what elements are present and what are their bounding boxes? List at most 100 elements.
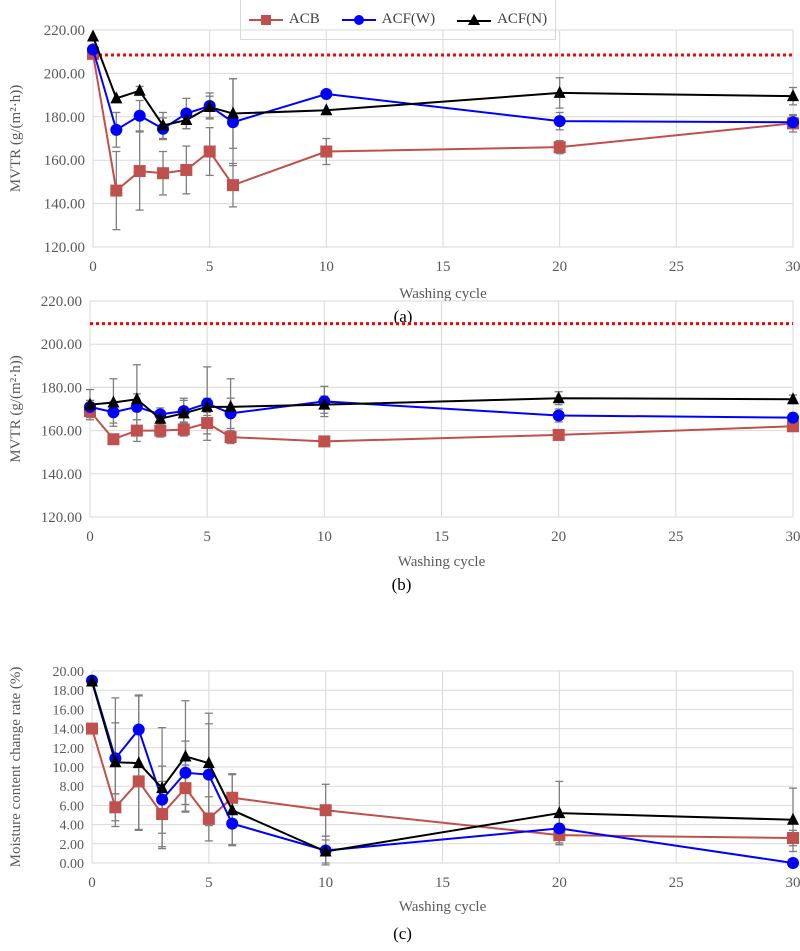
x-tick-label: 5 [203,529,211,545]
data-point [554,86,566,98]
data-point [131,425,143,437]
data-point [318,435,330,447]
data-point [787,412,799,424]
y-axis-label: MVTR (g/(m²·h)) [8,355,24,462]
y-tick-label: 4.00 [60,819,85,834]
x-tick-label: 20 [551,529,566,545]
legend-label: ACF(W) [382,11,435,28]
data-point [133,775,145,787]
x-tick-label: 15 [435,875,450,891]
data-point [201,417,213,429]
data-point [154,425,166,437]
y-tick-label: 20.00 [53,665,85,680]
y-axis-label: MVTR (g/(m²·h)) [8,85,24,192]
y-tick-label: 16.00 [53,703,85,718]
x-tick-label: 30 [786,875,800,891]
x-axis-label: Washing cycle [398,554,486,570]
data-point [179,767,191,779]
y-tick-label: 0.00 [60,857,85,872]
y-tick-label: 140.00 [41,467,82,483]
x-tick-label: 0 [89,259,97,275]
data-point [180,164,192,176]
data-point [107,406,119,418]
data-point [554,141,566,153]
x-tick-label: 25 [668,529,683,545]
x-tick-label: 10 [318,875,333,891]
x-tick-label: 30 [786,259,800,275]
y-tick-label: 120.00 [44,240,85,256]
data-point [110,124,122,136]
data-point [179,749,191,761]
y-tick-label: 14.00 [53,723,85,738]
y-tick-label: 160.00 [41,424,82,440]
y-tick-label: 220.00 [44,23,85,39]
panel-label: (b) [392,575,412,594]
data-point [225,431,237,443]
y-tick-label: 180.00 [44,110,85,126]
x-tick-label: 5 [206,259,214,275]
data-point [157,167,169,179]
y-tick-label: 12.00 [53,742,85,757]
data-point [107,433,119,445]
x-tick-label: 20 [552,875,567,891]
data-point [156,794,168,806]
data-point [131,392,143,404]
data-point [320,88,332,100]
legend-item-acb: ACB [249,11,320,28]
panel-c: 0.00 2.00 4.00 6.00 8.00 10.00 12.00 14.00 16.00… [8,665,800,943]
data-point [86,723,98,735]
y-tick-label: 120.00 [41,510,82,526]
x-tick-label: 5 [205,875,213,891]
y-axis-label: Moisture content change rate (%) [8,667,24,868]
data-point [134,110,146,122]
x-tick-label: 15 [434,529,449,545]
data-point [179,782,191,794]
x-tick-label: 15 [436,259,451,275]
data-point [553,409,565,421]
x-tick-label: 20 [552,259,567,275]
data-point [110,185,122,197]
data-point [787,116,799,128]
data-point [553,822,565,834]
data-point [133,724,145,736]
legend-marker-circle-icon [342,14,376,26]
x-tick-label: 10 [319,259,334,275]
data-point [320,804,332,816]
data-point [134,165,146,177]
x-axis-label: Washing cycle [399,286,487,302]
legend-label: ACF(N) [497,11,547,28]
y-tick-label: 160.00 [44,153,85,169]
x-tick-label: 25 [669,875,684,891]
y-tick-label: 8.00 [60,780,85,795]
y-tick-label: 2.00 [60,838,85,853]
x-tick-label: 25 [669,259,684,275]
data-point [787,832,799,844]
data-point [87,30,99,42]
legend-label: ACB [289,11,320,28]
y-tick-label: 6.00 [60,799,85,814]
data-point [553,391,565,403]
legend: ACB ACF(W) ACF(N) [240,0,556,40]
data-point [156,808,168,820]
legend-item-acfn: ACF(N) [457,11,547,28]
data-point [553,429,565,441]
y-tick-label: 200.00 [44,66,85,82]
x-tick-label: 10 [317,529,332,545]
y-tick-label: 180.00 [41,380,82,396]
y-tick-label: 220.00 [41,294,82,310]
legend-marker-square-icon [249,14,283,26]
x-tick-label: 0 [88,875,96,891]
data-point [134,84,146,96]
data-point [203,813,215,825]
x-tick-label: 0 [86,529,94,545]
y-tick-label: 10.00 [53,761,85,776]
x-tick-label: 30 [786,529,800,545]
data-point [553,806,565,818]
legend-marker-triangle-icon [457,14,491,26]
data-point [320,146,332,158]
data-point [227,179,239,191]
